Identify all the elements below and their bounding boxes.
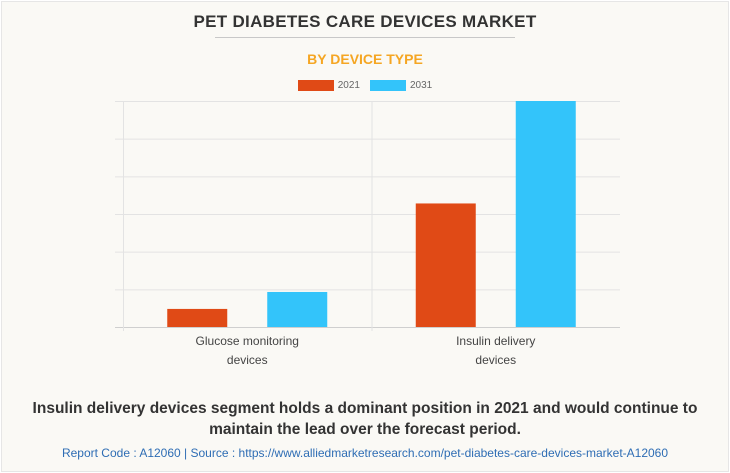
legend-item-2021[interactable]: 2021 bbox=[297, 80, 360, 91]
category-label: Glucose monitoring bbox=[196, 334, 299, 348]
bar-2031-1 bbox=[515, 101, 576, 327]
title-divider bbox=[215, 37, 515, 38]
bar-2021-0 bbox=[167, 308, 228, 327]
legend-label-2031: 2031 bbox=[410, 80, 433, 91]
legend-item-2031[interactable]: 2031 bbox=[370, 80, 432, 91]
bar-2021-1 bbox=[415, 203, 476, 327]
category-label: devices bbox=[475, 353, 516, 367]
legend-swatch-2021 bbox=[297, 80, 334, 91]
chart-title: PET DIABETES CARE DEVICES MARKET bbox=[193, 12, 537, 31]
legend-label-2021: 2021 bbox=[337, 80, 360, 91]
insight-text: Insulin delivery devices segment holds a… bbox=[32, 400, 698, 438]
source-link[interactable]: Report Code : A12060 | Source : https://… bbox=[61, 446, 669, 460]
legend: 2021 2031 bbox=[0, 80, 730, 91]
bar-2031-0 bbox=[267, 291, 328, 327]
chart-subtitle: BY DEVICE TYPE bbox=[307, 51, 423, 67]
category-label: Insulin delivery bbox=[456, 334, 535, 348]
category-label: devices bbox=[227, 353, 268, 367]
legend-swatch-2031 bbox=[370, 80, 406, 91]
